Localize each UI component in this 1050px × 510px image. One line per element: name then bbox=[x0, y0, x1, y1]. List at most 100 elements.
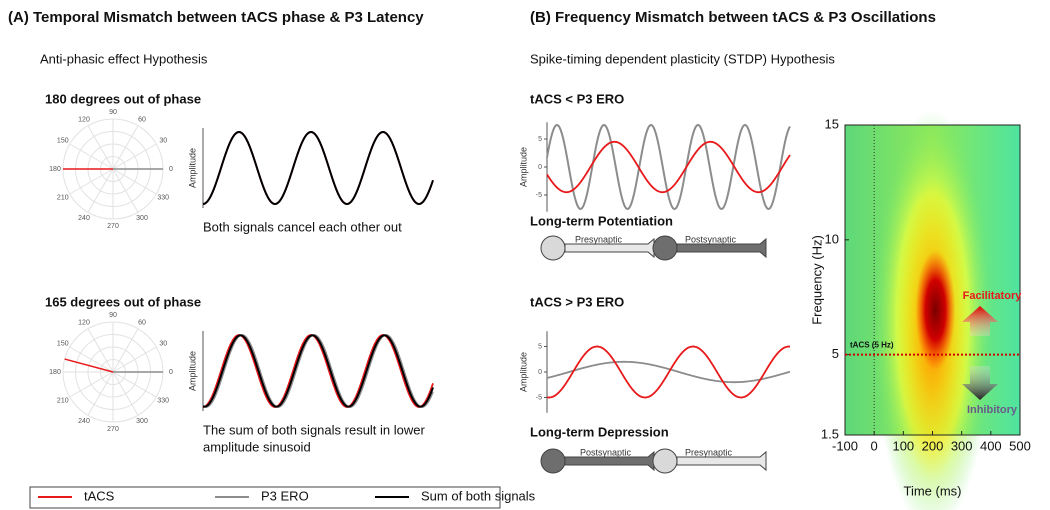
y-axis-label: Amplitude bbox=[518, 147, 528, 187]
polar-tick-label: 330 bbox=[157, 194, 169, 201]
neuron-label: Postsynaptic bbox=[580, 447, 632, 457]
y-tick-label: 1.5 bbox=[821, 426, 839, 441]
x-tick-label: 300 bbox=[951, 438, 973, 453]
waveform bbox=[202, 334, 434, 408]
legend-label: Sum of both signals bbox=[421, 488, 536, 503]
neuron-label: Presynaptic bbox=[575, 234, 623, 244]
polar-tick-label: 330 bbox=[157, 397, 169, 404]
polar-tick-label: 270 bbox=[107, 426, 119, 433]
tacs-label: tACS (5 Hz) bbox=[850, 341, 894, 350]
y-tick-label: -5 bbox=[536, 192, 542, 199]
axon bbox=[676, 450, 767, 472]
polar-spoke bbox=[69, 346, 114, 373]
polar-tick-label: 180 bbox=[49, 166, 61, 173]
x-tick-label: 400 bbox=[980, 438, 1002, 453]
polar-tick-label: 150 bbox=[57, 340, 69, 347]
polar-spoke bbox=[112, 168, 157, 195]
x-tick-label: 200 bbox=[922, 438, 944, 453]
legend-box bbox=[29, 486, 501, 509]
y-tick-label: -5 bbox=[536, 394, 542, 401]
heatmap-blob bbox=[915, 250, 956, 370]
polar-spoke bbox=[112, 371, 157, 398]
polar-spoke bbox=[112, 168, 139, 213]
x-tick-label: 100 bbox=[892, 438, 914, 453]
y-axis-label: Amplitude bbox=[187, 148, 197, 188]
polar-tick-label: 150 bbox=[57, 137, 69, 144]
waveform bbox=[202, 334, 434, 408]
facilitatory-arrow bbox=[962, 306, 998, 336]
polar-tick-label: 240 bbox=[78, 215, 90, 222]
polar-tick-label: 60 bbox=[138, 319, 146, 326]
polar-spoke bbox=[112, 346, 157, 373]
polar-tick-label: 120 bbox=[78, 319, 90, 326]
x-axis-label: Time (ms) bbox=[903, 483, 961, 498]
waveform bbox=[202, 130, 434, 206]
inhibitory-arrow bbox=[962, 366, 998, 400]
polar-tick-label: 240 bbox=[78, 418, 90, 425]
panel-b-hypothesis: Spike-timing dependent plasticity (STDP)… bbox=[530, 51, 835, 66]
waveform bbox=[202, 334, 434, 408]
polar-tick-label: 180 bbox=[49, 369, 61, 376]
polar-spoke bbox=[69, 371, 114, 398]
polar-tick-label: 210 bbox=[57, 194, 69, 201]
panel-a-hypothesis: Anti-phasic effect Hypothesis bbox=[40, 51, 208, 66]
polar-tick-label: 300 bbox=[136, 418, 148, 425]
facilitatory-label: Facilitatory bbox=[963, 290, 1023, 302]
caption: Long-term Depression bbox=[530, 425, 669, 440]
waveform bbox=[546, 140, 791, 194]
y-axis-label: Frequency (Hz) bbox=[809, 235, 824, 325]
legend-label: tACS bbox=[84, 488, 115, 503]
soma bbox=[540, 448, 566, 474]
polar-tick-label: 300 bbox=[136, 215, 148, 222]
neuron-label: Presynaptic bbox=[685, 447, 733, 457]
polar-tick-label: 120 bbox=[78, 116, 90, 123]
plot-heading: tACS > P3 ERO bbox=[530, 294, 624, 309]
y-tick-label: 5 bbox=[832, 346, 839, 361]
polar-spoke bbox=[112, 143, 157, 170]
polar-spoke bbox=[112, 328, 139, 373]
y-axis-label: Amplitude bbox=[187, 351, 197, 391]
tacs-phase bbox=[64, 358, 114, 373]
y-tick-label: 10 bbox=[825, 231, 839, 246]
waveform bbox=[202, 131, 434, 205]
polar-tick-label: 90 bbox=[109, 109, 117, 116]
y-tick-label: 0 bbox=[538, 164, 542, 171]
polar-tick-label: 90 bbox=[109, 312, 117, 319]
caption: Both signals cancel each other out bbox=[203, 219, 402, 234]
polar-spoke bbox=[87, 125, 114, 170]
polar-spoke bbox=[112, 371, 139, 416]
x-tick-label: 0 bbox=[871, 438, 878, 453]
plot-heading: tACS < P3 ERO bbox=[530, 91, 624, 106]
neuron-label: Postsynaptic bbox=[685, 234, 737, 244]
waveform bbox=[546, 345, 791, 399]
polar-tick-label: 210 bbox=[57, 397, 69, 404]
x-tick-label: -100 bbox=[832, 438, 858, 453]
legend-label: P3 ERO bbox=[261, 488, 309, 503]
polar-tick-label: 30 bbox=[159, 340, 167, 347]
caption: Long-term Potentiation bbox=[530, 213, 673, 228]
polar-tick-label: 30 bbox=[159, 137, 167, 144]
plot-heading: 180 degrees out of phase bbox=[45, 91, 201, 106]
soma bbox=[652, 235, 678, 261]
waveform bbox=[546, 123, 791, 210]
polar-spoke bbox=[87, 371, 114, 416]
caption: The sum of both signals result in lower bbox=[203, 422, 425, 437]
waveform bbox=[546, 360, 791, 384]
polar-spoke bbox=[87, 328, 114, 373]
polar-tick-label: 0 bbox=[169, 166, 173, 173]
axon bbox=[676, 237, 767, 259]
y-tick-label: 5 bbox=[538, 343, 542, 350]
panel-b-title: (B) Frequency Mismatch between tACS & P3… bbox=[530, 9, 936, 26]
soma bbox=[652, 448, 678, 474]
y-tick-label: 0 bbox=[538, 369, 542, 376]
polar-tick-label: 270 bbox=[107, 223, 119, 230]
polar-tick-label: 0 bbox=[169, 369, 173, 376]
x-tick-label: 500 bbox=[1009, 438, 1031, 453]
axon bbox=[564, 450, 655, 472]
y-tick-label: 15 bbox=[825, 116, 839, 131]
panel-a-title: (A) Temporal Mismatch between tACS phase… bbox=[8, 9, 424, 26]
polar-spoke bbox=[69, 168, 114, 195]
caption: amplitude sinusoid bbox=[203, 439, 311, 454]
y-axis-label: Amplitude bbox=[518, 352, 528, 392]
plot-heading: 165 degrees out of phase bbox=[45, 294, 201, 309]
